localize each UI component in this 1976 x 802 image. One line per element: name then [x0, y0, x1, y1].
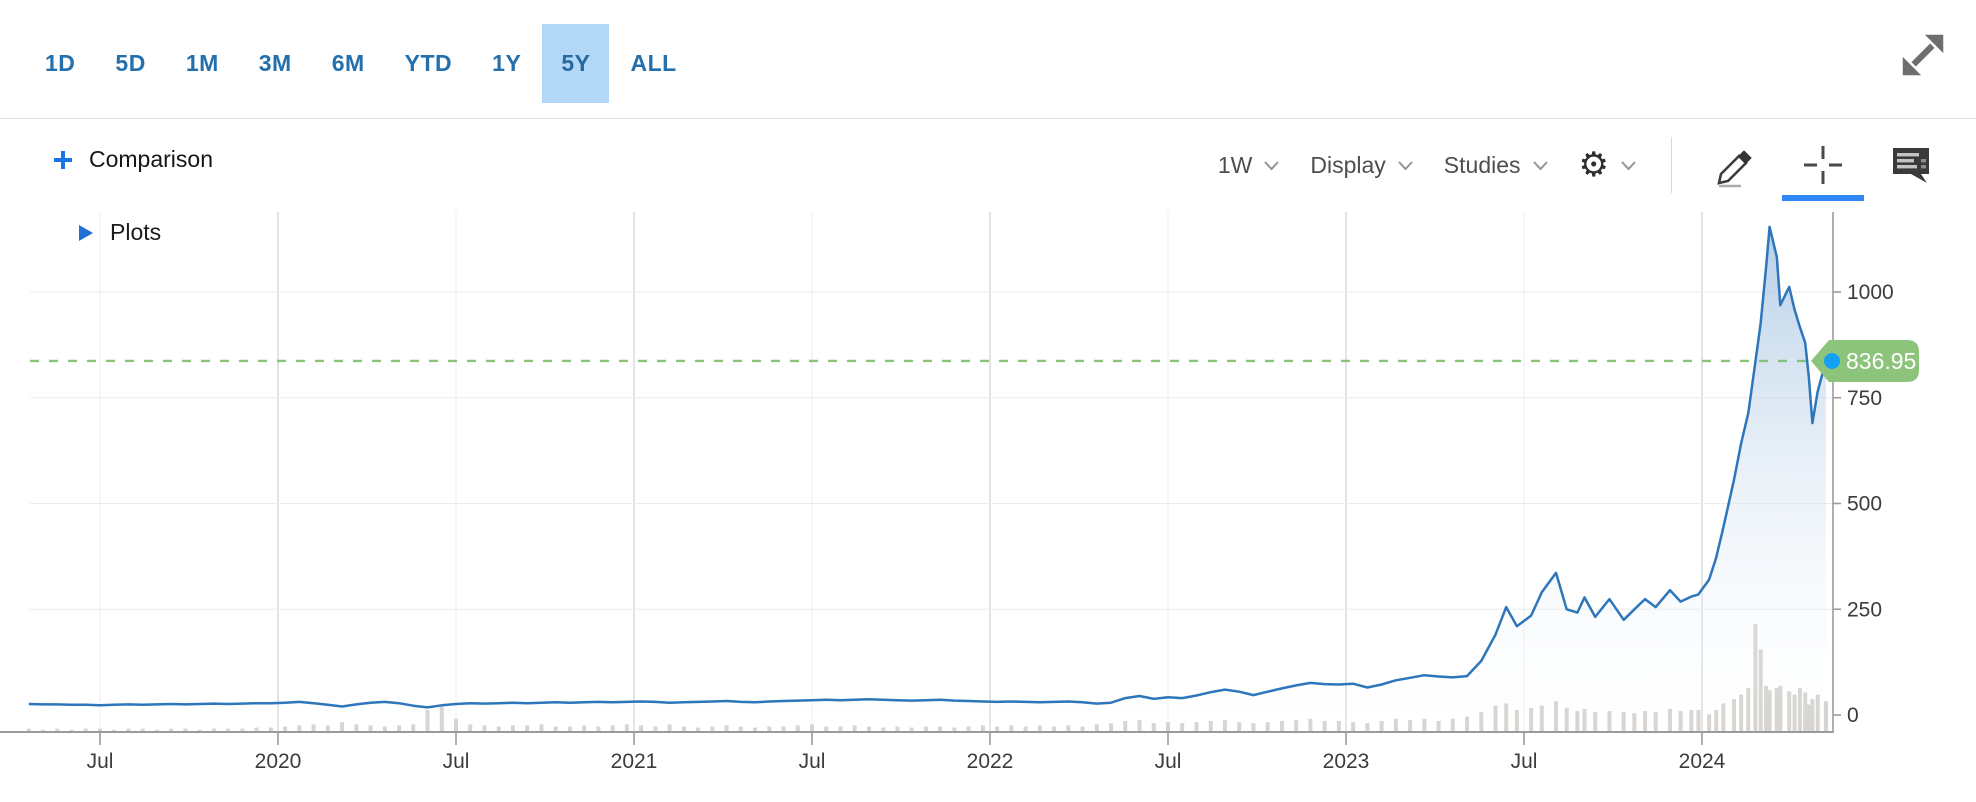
- chart-toolbar: Comparison 1W Display Studies: [0, 119, 1976, 211]
- range-button-1m[interactable]: 1M: [167, 24, 238, 103]
- range-button-3m[interactable]: 3M: [240, 24, 311, 103]
- comments-button[interactable]: [1882, 133, 1940, 197]
- range-button-6m[interactable]: 6M: [313, 24, 384, 103]
- svg-text:Jul: Jul: [1155, 750, 1182, 773]
- vertical-gridlines: [99, 212, 1703, 732]
- y-axis-labels[interactable]: 0 250 500 750 1000: [1833, 281, 1894, 727]
- svg-text:2020: 2020: [255, 750, 302, 773]
- comparison-label: Comparison: [89, 146, 213, 172]
- active-tool-indicator: [1782, 195, 1864, 201]
- price-area-fill: [28, 226, 1826, 732]
- svg-text:Jul: Jul: [1511, 750, 1538, 773]
- range-selector: 1D 5D 1M 3M 6M YTD 1Y 5Y ALL: [26, 23, 696, 103]
- pencil-icon: [1717, 150, 1752, 188]
- last-price-tag[interactable]: 836.95: [1811, 339, 1919, 382]
- news-comment-icon: [1893, 148, 1929, 183]
- interval-label: 1W: [1217, 151, 1253, 178]
- range-button-all[interactable]: ALL: [611, 24, 695, 103]
- expand-diagonal-icon: [1902, 34, 1944, 76]
- plus-icon: [54, 150, 72, 169]
- svg-text:0: 0: [1847, 704, 1859, 727]
- studies-label: Studies: [1443, 151, 1521, 178]
- price-line: [28, 225, 1828, 709]
- svg-text:250: 250: [1847, 598, 1882, 621]
- chevron-down-icon: [1264, 160, 1280, 170]
- plots-toggle[interactable]: Plots: [72, 218, 167, 247]
- crosshair-tool-button[interactable]: [1782, 133, 1864, 201]
- last-price-dot: [1824, 352, 1840, 369]
- gear-icon: ⚙: [1578, 146, 1609, 184]
- svg-text:2023: 2023: [1323, 750, 1370, 773]
- interval-dropdown[interactable]: 1W: [1218, 152, 1281, 179]
- svg-text:2021: 2021: [611, 750, 658, 773]
- range-button-5y[interactable]: 5Y: [542, 23, 610, 103]
- range-button-1y[interactable]: 1Y: [473, 24, 540, 103]
- add-comparison-button[interactable]: Comparison: [45, 145, 219, 174]
- plots-label: Plots: [110, 219, 162, 245]
- chevron-down-icon: [1398, 160, 1413, 170]
- toolbar-controls: 1W Display Studies ⚙: [1218, 133, 1940, 201]
- svg-text:750: 750: [1847, 387, 1882, 410]
- svg-text:500: 500: [1847, 493, 1882, 516]
- display-label: Display: [1310, 151, 1386, 178]
- svg-text:2024: 2024: [1679, 750, 1726, 773]
- horizontal-gridlines: [30, 291, 1833, 610]
- display-dropdown[interactable]: Display: [1310, 152, 1413, 179]
- svg-text:1000: 1000: [1847, 281, 1894, 304]
- svg-text:Jul: Jul: [443, 750, 470, 773]
- svg-text:Jul: Jul: [799, 750, 826, 773]
- range-button-ytd[interactable]: YTD: [386, 24, 472, 103]
- range-button-5d[interactable]: 5D: [96, 24, 164, 103]
- range-toolbar: 1D 5D 1M 3M 6M YTD 1Y 5Y ALL: [0, 0, 1976, 118]
- studies-dropdown[interactable]: Studies: [1444, 152, 1549, 179]
- svg-text:Jul: Jul: [87, 750, 114, 773]
- triangle-right-icon: [79, 224, 93, 241]
- crosshair-icon: [1804, 146, 1842, 184]
- x-axis-labels[interactable]: Jul 2020 Jul 2021 Jul 2022 Jul 2023 Jul 2024: [87, 732, 1726, 773]
- toolbar-divider: [0, 118, 1976, 119]
- range-button-1d[interactable]: 1D: [26, 24, 94, 103]
- last-price-value: 836.95: [1846, 348, 1916, 374]
- settings-dropdown[interactable]: ⚙: [1579, 148, 1637, 182]
- chevron-down-icon: [1621, 160, 1636, 170]
- toolbar-divider: [1671, 137, 1672, 193]
- svg-text:2022: 2022: [967, 750, 1014, 773]
- chevron-down-icon: [1532, 160, 1548, 170]
- expand-button[interactable]: [1896, 28, 1950, 82]
- draw-tool-button[interactable]: [1706, 133, 1764, 197]
